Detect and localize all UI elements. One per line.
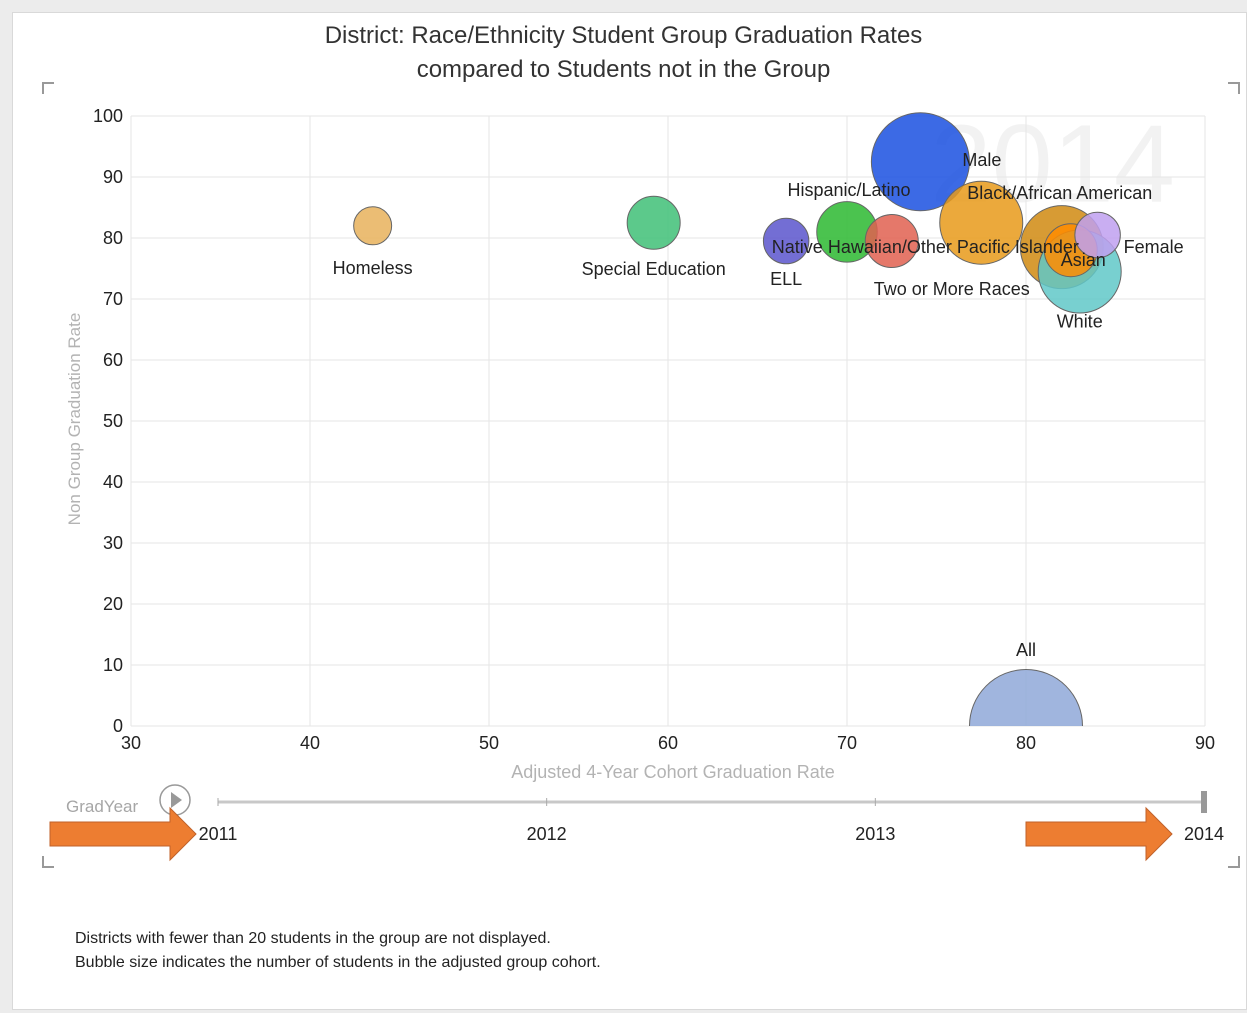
y-tick-label: 90 (103, 167, 123, 187)
slider-year-label[interactable]: 2014 (1184, 824, 1224, 844)
play-icon (171, 792, 182, 808)
bubble-label: Black/African American (967, 183, 1152, 203)
x-axis-label: Adjusted 4-Year Cohort Graduation Rate (511, 762, 835, 782)
slider-year-label[interactable]: 2011 (199, 824, 238, 844)
y-tick-label: 0 (113, 716, 123, 736)
x-tick-label: 40 (300, 733, 320, 753)
chart-title-line2: compared to Students not in the Group (416, 56, 831, 83)
bubble-two-or-more-races[interactable] (864, 214, 919, 269)
y-tick-label: 80 (103, 228, 123, 248)
bubble-label: Hispanic/Latino (787, 180, 910, 200)
bubble-homeless[interactable] (353, 206, 393, 246)
frame-corner (1228, 856, 1240, 868)
x-tick-label: 90 (1195, 733, 1215, 753)
slider-year-label[interactable]: 2013 (855, 824, 895, 844)
y-tick-label: 100 (93, 106, 123, 126)
frame-corner (42, 82, 54, 94)
bubble-label: All (1016, 640, 1036, 660)
y-tick-label: 60 (103, 350, 123, 370)
x-tick-label: 80 (1016, 733, 1036, 753)
bubble-label: Two or More Races (874, 279, 1030, 299)
x-tick-label: 70 (837, 733, 857, 753)
y-tick-label: 50 (103, 411, 123, 431)
bubble-label: Special Education (582, 259, 726, 279)
chart-title-line1: District: Race/Ethnicity Student Group G… (324, 22, 923, 49)
bubble-label: ELL (770, 269, 802, 289)
slider-year-label[interactable]: 2012 (527, 824, 567, 844)
slider-label: GradYear (66, 797, 138, 816)
x-tick-label: 30 (121, 733, 141, 753)
bubble-label: Asian (1061, 250, 1106, 270)
bubble-label: Homeless (333, 258, 413, 278)
x-tick-label: 50 (479, 733, 499, 753)
footnote-1: Districts with fewer than 20 students in… (75, 930, 551, 947)
frame-corner (42, 856, 54, 868)
bubble-label: Native Hawaiian/Other Pacific Islander (772, 237, 1079, 257)
footnote-2: Bubble size indicates the number of stud… (75, 954, 601, 971)
x-tick-label: 60 (658, 733, 678, 753)
bubble-female[interactable] (1074, 211, 1121, 259)
arrow-icon (1025, 806, 1173, 862)
bubble-male[interactable] (870, 112, 970, 212)
bubble-special-education[interactable] (626, 195, 681, 250)
y-axis-label: Non Group Graduation Rate (65, 313, 84, 526)
bubble-label: Female (1124, 237, 1184, 257)
bubbles-group (353, 112, 1122, 783)
slider-thumb[interactable] (1201, 791, 1207, 813)
arrow-icon (49, 806, 197, 862)
frame-corner (1228, 82, 1240, 94)
bubble-black-african-american[interactable] (939, 180, 1024, 265)
bubble-label: Male (962, 150, 1001, 170)
y-tick-label: 10 (103, 655, 123, 675)
y-tick-label: 20 (103, 594, 123, 614)
y-tick-label: 40 (103, 472, 123, 492)
bubble-label: White (1057, 312, 1103, 332)
bubble-all[interactable] (969, 669, 1083, 783)
y-tick-label: 30 (103, 533, 123, 553)
y-tick-label: 70 (103, 289, 123, 309)
bubble-ell[interactable] (762, 217, 810, 265)
